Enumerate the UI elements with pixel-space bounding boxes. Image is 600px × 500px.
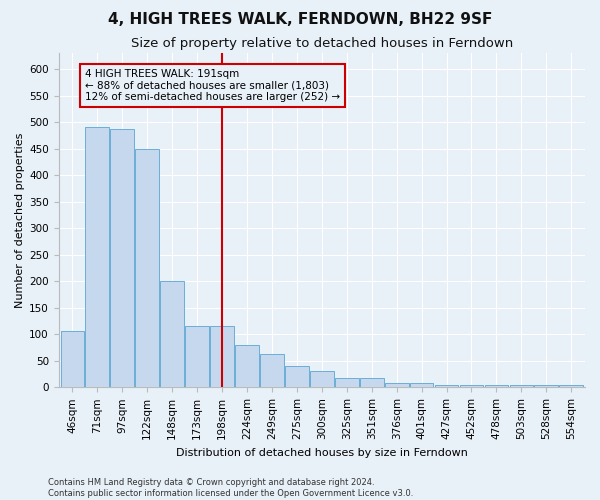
Bar xyxy=(160,281,184,388)
Bar xyxy=(435,384,458,388)
Bar xyxy=(509,384,533,388)
Bar xyxy=(110,129,134,388)
X-axis label: Distribution of detached houses by size in Ferndown: Distribution of detached houses by size … xyxy=(176,448,468,458)
Bar xyxy=(210,326,234,388)
Text: 4 HIGH TREES WALK: 191sqm
← 88% of detached houses are smaller (1,803)
12% of se: 4 HIGH TREES WALK: 191sqm ← 88% of detac… xyxy=(85,69,340,102)
Bar xyxy=(235,345,259,388)
Text: 4, HIGH TREES WALK, FERNDOWN, BH22 9SF: 4, HIGH TREES WALK, FERNDOWN, BH22 9SF xyxy=(108,12,492,28)
Y-axis label: Number of detached properties: Number of detached properties xyxy=(15,132,25,308)
Bar xyxy=(385,383,409,388)
Bar xyxy=(410,383,433,388)
Bar xyxy=(285,366,309,388)
Bar xyxy=(85,128,109,388)
Bar xyxy=(360,378,383,388)
Bar xyxy=(559,384,583,388)
Bar xyxy=(61,330,84,388)
Bar xyxy=(335,378,359,388)
Bar xyxy=(260,354,284,388)
Bar xyxy=(535,384,558,388)
Title: Size of property relative to detached houses in Ferndown: Size of property relative to detached ho… xyxy=(131,38,513,51)
Bar xyxy=(485,384,508,388)
Bar xyxy=(136,148,159,388)
Bar xyxy=(310,372,334,388)
Bar xyxy=(460,384,484,388)
Text: Contains HM Land Registry data © Crown copyright and database right 2024.
Contai: Contains HM Land Registry data © Crown c… xyxy=(48,478,413,498)
Bar xyxy=(185,326,209,388)
